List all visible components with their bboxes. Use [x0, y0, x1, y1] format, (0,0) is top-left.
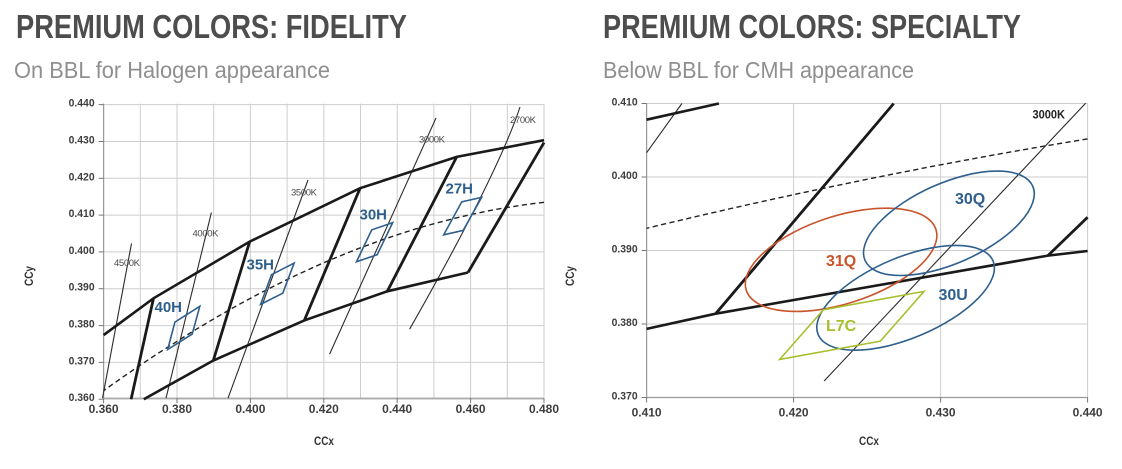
svg-text:0.420: 0.420 — [309, 404, 339, 416]
svg-text:4000K: 4000K — [193, 229, 220, 240]
svg-text:On BBL for Halogen appearance: On BBL for Halogen appearance — [14, 57, 330, 83]
svg-text:2700K: 2700K — [510, 115, 537, 126]
svg-text:L7C: L7C — [826, 318, 857, 335]
svg-text:0.410: 0.410 — [632, 408, 662, 420]
svg-text:0.380: 0.380 — [69, 319, 95, 331]
svg-text:3000K: 3000K — [1033, 108, 1066, 122]
svg-text:CCy: CCy — [565, 265, 577, 286]
svg-text:0.360: 0.360 — [89, 404, 119, 416]
svg-text:0.370: 0.370 — [69, 355, 95, 367]
svg-text:0.410: 0.410 — [69, 208, 95, 220]
svg-text:0.440: 0.440 — [69, 98, 95, 110]
svg-text:0.400: 0.400 — [612, 170, 638, 182]
svg-text:0.420: 0.420 — [779, 408, 809, 420]
svg-text:0.440: 0.440 — [382, 404, 412, 416]
svg-text:30U: 30U — [939, 287, 968, 304]
svg-text:PREMIUM COLORS: FIDELITY: PREMIUM COLORS: FIDELITY — [16, 8, 407, 45]
svg-text:0.370: 0.370 — [612, 391, 638, 403]
svg-text:PREMIUM COLORS: SPECIALTY: PREMIUM COLORS: SPECIALTY — [603, 8, 1021, 45]
svg-text:Below BBL for CMH appearance: Below BBL for CMH appearance — [603, 57, 914, 83]
svg-text:0.480: 0.480 — [529, 404, 559, 416]
svg-text:0.390: 0.390 — [612, 244, 638, 256]
svg-text:0.430: 0.430 — [926, 408, 956, 420]
svg-text:0.440: 0.440 — [1073, 408, 1103, 420]
svg-text:30Q: 30Q — [955, 191, 985, 208]
svg-text:0.380: 0.380 — [162, 404, 192, 416]
svg-text:4500K: 4500K — [114, 258, 141, 269]
svg-text:0.410: 0.410 — [612, 97, 638, 109]
svg-text:0.390: 0.390 — [69, 282, 95, 294]
svg-text:3000K: 3000K — [419, 135, 446, 146]
svg-text:CCx: CCx — [859, 436, 880, 448]
svg-text:0.430: 0.430 — [69, 135, 95, 147]
svg-text:0.400: 0.400 — [235, 404, 265, 416]
svg-text:31Q: 31Q — [826, 253, 856, 270]
svg-text:35H: 35H — [247, 257, 275, 274]
svg-text:0.380: 0.380 — [612, 317, 638, 329]
svg-text:0.400: 0.400 — [69, 245, 95, 257]
svg-text:27H: 27H — [446, 181, 474, 198]
svg-text:30H: 30H — [360, 207, 388, 224]
svg-text:0.360: 0.360 — [69, 392, 95, 404]
svg-text:40H: 40H — [155, 299, 183, 316]
svg-text:0.420: 0.420 — [69, 171, 95, 183]
svg-text:CCx: CCx — [314, 436, 335, 448]
svg-text:CCy: CCy — [24, 265, 36, 286]
svg-text:3500K: 3500K — [291, 188, 318, 199]
svg-text:0.460: 0.460 — [456, 404, 486, 416]
